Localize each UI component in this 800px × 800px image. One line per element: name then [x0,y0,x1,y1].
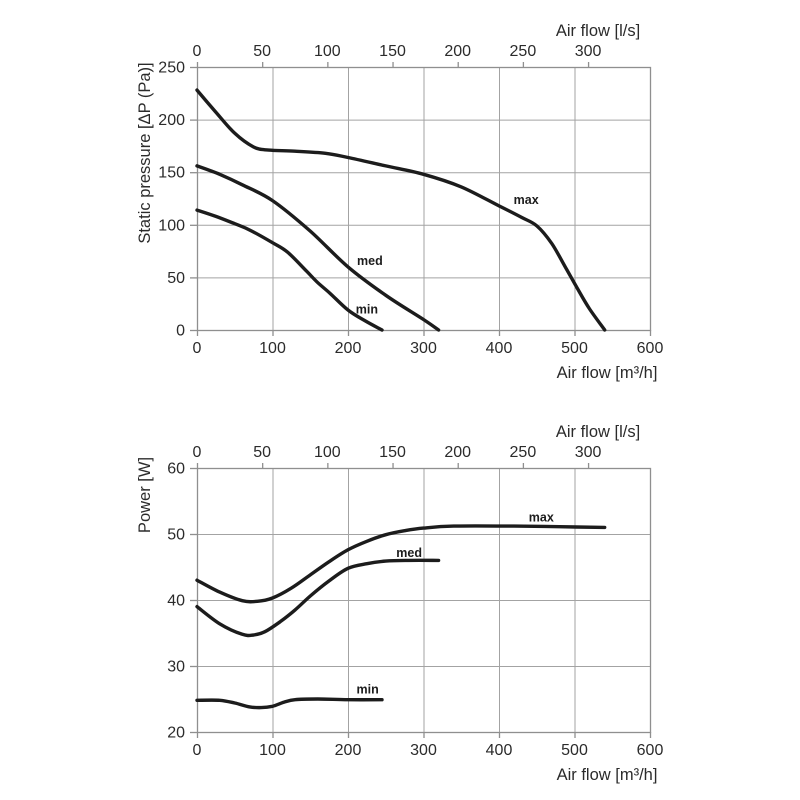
x-tick-label: 200 [335,742,362,759]
series-curves [195,524,607,710]
top-tick-label: 0 [193,43,202,60]
x-tick-label: 600 [637,340,664,357]
gridlines [197,67,651,331]
series-med-label: med [357,254,383,268]
series-med-line [195,558,441,638]
x-tick-label: 300 [410,742,437,759]
top-tick-label: 100 [314,444,341,461]
top-tick-label: 50 [253,43,271,60]
series-min-line [195,208,384,332]
series-max-line [195,88,607,332]
y-tick-label: 150 [158,165,185,182]
top-axis-title: Air flow [l/s] [556,423,640,441]
top-tick-label: 250 [510,444,537,461]
top-tick-label: 200 [444,444,471,461]
static-pressure-chart: 0 100 200 300 400 500 600 0 50 100 150 200 250 0 50 100… [136,22,663,382]
top-tick-label: 100 [314,43,341,60]
y-tick-label: 50 [167,527,185,544]
static-pressure-chart-canvas: 0 100 200 300 400 500 600 0 50 100 150 200 250 0 50 100… [136,22,663,382]
y-tick-label: 0 [176,323,185,340]
power-chart: 0 100 200 300 400 500 600 20 30 40 50 60 0 50 100 150 20… [0,400,800,800]
x-tick-label: 600 [637,742,664,759]
y-tick-label: 50 [167,270,185,287]
x-tick-label: 0 [193,340,202,357]
y-tick-label: 100 [158,217,185,234]
top-tick-label: 150 [379,444,406,461]
y-tick-label: 40 [167,593,185,610]
y-axis-title: Static pressure [ΔP (Pa)] [136,62,154,243]
series-min-line [195,697,384,710]
y-tick-label: 250 [158,60,185,77]
x-tick-label: 500 [561,742,588,759]
top-axis-title: Air flow [l/s] [556,22,640,40]
tick-marks [190,62,652,336]
x-tick-label: 100 [259,340,286,357]
tick-marks [190,463,652,738]
series-min-label: min [356,302,378,316]
top-tick-label: 300 [575,444,602,461]
y-tick-label: 20 [167,725,185,742]
series-max-line [195,524,607,604]
y-tick-label: 30 [167,659,185,676]
x-tick-label: 200 [335,340,362,357]
top-tick-label: 150 [379,43,406,60]
top-tick-label: 250 [510,43,537,60]
series-max-label: max [529,510,554,524]
y-axis-title: Power [W] [136,457,154,533]
top-tick-label: 0 [193,444,202,461]
series-min-label: min [357,683,379,697]
series-curves [195,88,607,332]
top-tick-label: 200 [444,43,471,60]
x-tick-label: 300 [410,340,437,357]
x-axis-title: Air flow [m³/h] [557,364,658,382]
y-tick-label: 200 [158,112,185,129]
x-tick-label: 500 [561,340,588,357]
top-tick-label: 300 [575,43,602,60]
y-tick-label: 60 [167,461,185,478]
series-max-label: max [514,193,539,207]
x-tick-label: 400 [486,742,513,759]
x-tick-label: 0 [193,742,202,759]
top-tick-label: 50 [253,444,271,461]
series-med-label: med [396,546,422,560]
x-axis-title: Air flow [m³/h] [557,766,658,784]
x-tick-label: 400 [486,340,513,357]
x-tick-label: 100 [259,742,286,759]
tick-labels: 0 100 200 300 400 500 600 0 50 100 150 200 250 0 50 100… [158,43,663,357]
series-med-line [195,164,441,332]
